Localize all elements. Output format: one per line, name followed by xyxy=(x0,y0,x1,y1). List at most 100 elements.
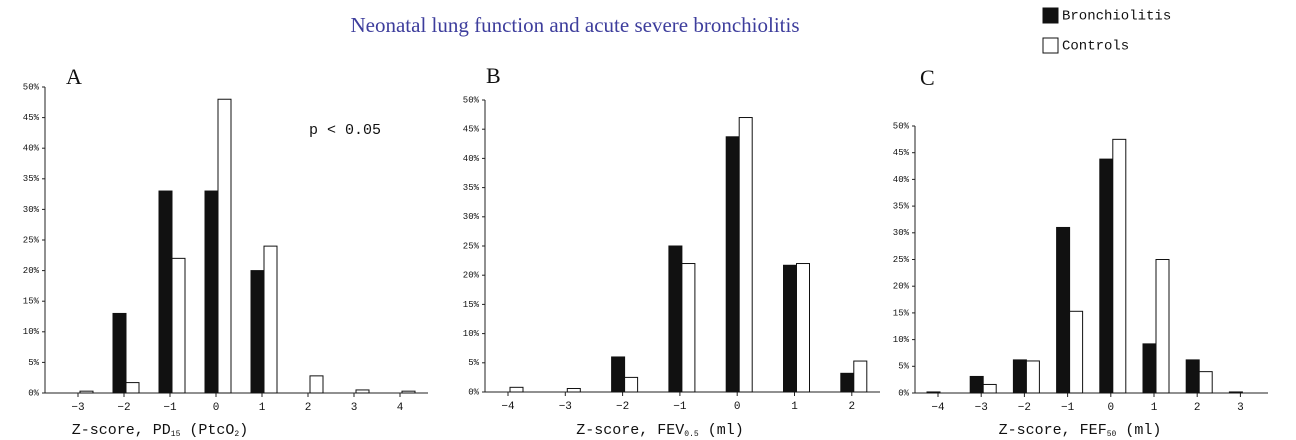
bar xyxy=(263,245,278,394)
legend-label: Bronchiolitis xyxy=(1062,9,1171,25)
x-tick-label: −4 xyxy=(931,402,945,414)
bar xyxy=(1155,259,1170,394)
y-tick-label: 25% xyxy=(893,255,910,265)
y-tick-label: 50% xyxy=(893,121,910,131)
y-tick-label: 10% xyxy=(463,329,480,339)
y-tick-label: 50% xyxy=(23,82,40,92)
bar xyxy=(401,390,416,394)
bar xyxy=(1025,360,1040,394)
x-tick-label: 1 xyxy=(1151,402,1158,414)
y-tick-label: 10% xyxy=(23,327,40,337)
bar xyxy=(1185,359,1200,394)
x-tick-label: 2 xyxy=(305,402,312,414)
x-axis-label-part: (ml) xyxy=(699,422,744,439)
y-tick-label: 45% xyxy=(23,113,40,123)
bar xyxy=(250,270,265,394)
y-tick-label: 25% xyxy=(23,235,40,245)
annotation: p < 0.05 xyxy=(309,122,381,139)
x-tick-label: 1 xyxy=(259,402,266,414)
x-axis-label-part: Z-score, FEV xyxy=(576,422,684,439)
x-tick-label: 2 xyxy=(848,401,855,413)
x-axis-label: Z-score, FEV0.5 (ml) xyxy=(576,422,743,439)
x-tick-label: −1 xyxy=(1061,402,1075,414)
bar xyxy=(1056,226,1071,394)
y-tick-label: 50% xyxy=(463,95,480,105)
y-tick-label: 15% xyxy=(463,300,480,310)
legend-swatch xyxy=(1042,37,1059,54)
y-tick-label: 30% xyxy=(23,205,40,215)
bar xyxy=(1012,359,1027,394)
y-tick-label: 25% xyxy=(463,241,480,251)
bar xyxy=(783,264,797,393)
bar xyxy=(1099,158,1114,394)
y-tick-label: 45% xyxy=(463,125,480,135)
bar xyxy=(125,382,140,394)
x-tick-label: 0 xyxy=(734,401,741,413)
bar xyxy=(796,263,810,393)
bar xyxy=(926,391,941,394)
y-tick-label: 35% xyxy=(893,201,910,211)
y-tick-label: 10% xyxy=(893,335,910,345)
bar xyxy=(681,263,696,393)
x-tick-label: −4 xyxy=(501,401,515,413)
x-tick-label: −2 xyxy=(616,401,629,413)
bar xyxy=(668,245,683,393)
y-tick-label: 40% xyxy=(23,144,40,154)
bar xyxy=(725,136,740,393)
bar xyxy=(611,356,626,393)
legend-label: Controls xyxy=(1062,39,1129,55)
x-tick-label: −3 xyxy=(559,401,572,413)
x-axis-label: Z-score, FEF50 (ml) xyxy=(999,422,1162,439)
x-tick-label: −1 xyxy=(673,401,687,413)
y-tick-label: 20% xyxy=(893,282,910,292)
bar xyxy=(982,383,997,394)
bar xyxy=(79,390,94,394)
x-tick-label: 3 xyxy=(1237,402,1244,414)
bar xyxy=(840,372,855,393)
y-tick-label: 5% xyxy=(28,358,39,368)
bar xyxy=(566,387,581,393)
legend-swatch xyxy=(1042,7,1059,24)
y-tick-label: 40% xyxy=(463,154,480,164)
x-axis-label-part: ) xyxy=(239,422,248,439)
chart-title: Neonatal lung function and acute severe … xyxy=(350,13,799,37)
y-tick-label: 30% xyxy=(893,228,910,238)
x-tick-label: 2 xyxy=(1194,402,1201,414)
y-tick-label: 30% xyxy=(463,212,480,222)
x-tick-label: −2 xyxy=(1018,402,1031,414)
bar xyxy=(1142,343,1157,394)
x-tick-label: −3 xyxy=(71,402,84,414)
y-tick-label: 45% xyxy=(893,148,910,158)
bar xyxy=(1198,371,1213,394)
x-axis-label-part: 2 xyxy=(234,430,239,439)
x-tick-label: 1 xyxy=(791,401,798,413)
y-tick-label: 35% xyxy=(463,183,480,193)
x-axis-label-part: (PtcO xyxy=(180,422,234,439)
x-tick-label: 3 xyxy=(351,402,358,414)
bar xyxy=(204,190,219,394)
y-tick-label: 35% xyxy=(23,174,40,184)
bar xyxy=(738,117,753,393)
bar xyxy=(509,386,524,393)
bar xyxy=(112,312,127,394)
x-tick-label: 4 xyxy=(397,402,404,414)
x-axis-label-part: 15 xyxy=(171,430,181,439)
bar xyxy=(1112,138,1127,394)
bar xyxy=(1228,391,1243,394)
panel-label: C xyxy=(920,65,935,90)
bar xyxy=(1069,310,1084,394)
x-axis-label-part: (ml) xyxy=(1116,422,1161,439)
y-tick-label: 15% xyxy=(23,297,40,307)
bar xyxy=(355,389,370,394)
bar xyxy=(853,360,868,393)
y-tick-label: 20% xyxy=(23,266,40,276)
y-tick-label: 15% xyxy=(893,308,910,318)
y-tick-label: 0% xyxy=(468,387,479,397)
bar xyxy=(309,375,324,394)
x-axis-label-part: 50 xyxy=(1107,430,1117,439)
y-tick-label: 0% xyxy=(28,388,39,398)
panel-label: A xyxy=(66,64,82,89)
x-axis-label-part: Z-score, PD xyxy=(72,422,171,439)
y-tick-label: 5% xyxy=(898,362,909,372)
